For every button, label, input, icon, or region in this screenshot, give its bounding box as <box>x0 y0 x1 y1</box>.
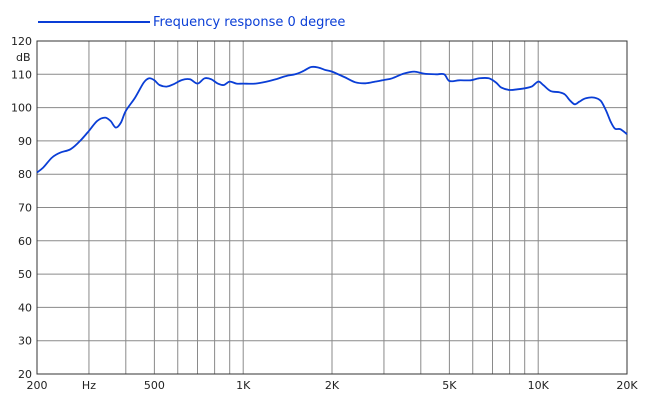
y-tick-labels: 20 30 40 50 60 70 80 90 100 110 120 <box>11 35 32 381</box>
legend: Frequency response 0 degree <box>38 15 345 30</box>
grid <box>37 41 627 374</box>
y-tick-label: 20 <box>18 368 32 381</box>
y-tick-label: 90 <box>18 135 32 148</box>
x-tick-label: 500 <box>144 379 165 392</box>
x-tick-label: 2K <box>325 379 340 392</box>
plot-frame <box>36 40 628 375</box>
x-tick-label: 10K <box>528 379 550 392</box>
y-tick-label: 80 <box>18 168 32 181</box>
x-tick-label: 5K <box>442 379 457 392</box>
x-tick-label: 1K <box>236 379 251 392</box>
y-tick-label: 110 <box>11 68 32 81</box>
x-tick-label: 200 <box>27 379 48 392</box>
x-tick-labels: 200 Hz 500 1K 2K 5K 10K 20K <box>27 379 639 392</box>
y-tick-label: 30 <box>18 335 32 348</box>
y-tick-label: 70 <box>18 202 32 215</box>
y-axis-unit-label: dB <box>16 51 31 64</box>
y-tick-label: 40 <box>18 301 32 314</box>
x-tick-label: 20K <box>616 379 638 392</box>
y-tick-label: 60 <box>18 235 32 248</box>
series-group <box>36 65 628 174</box>
legend-label: Frequency response 0 degree <box>153 15 345 30</box>
y-tick-label: 100 <box>11 102 32 115</box>
y-tick-label: 120 <box>11 35 32 48</box>
x-tick-label: Hz <box>82 379 96 392</box>
series-line-frequency-response <box>36 65 628 174</box>
plot-frame-rect <box>36 40 628 375</box>
y-tick-label: 50 <box>18 268 32 281</box>
